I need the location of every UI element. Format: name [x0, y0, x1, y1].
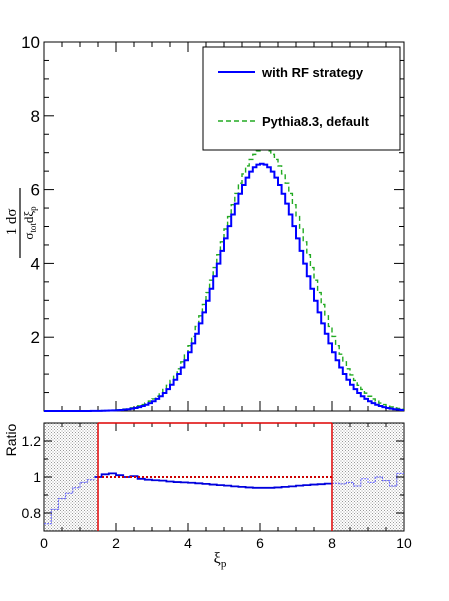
main-tick-labels: 2 4 6 8 10	[21, 33, 40, 347]
main-plot: 2 4 6 8 10 1 dσ σtotdξp with RF strategy Pyt…	[4, 33, 405, 412]
x-tick-label: 6	[256, 535, 264, 551]
legend: with RF strategy Pythia8.3, default	[202, 46, 401, 151]
ratio-y-tick-label: 0.8	[22, 505, 42, 521]
x-axis-label: ξp	[214, 550, 227, 570]
legend-label-rf: with RF strategy	[261, 65, 364, 80]
ratio-plot: 0.8 1 1.2 0 2 4 6 8 10 Ratio ξp	[3, 422, 412, 570]
main-y-tick-label: 8	[31, 107, 40, 126]
series-with-rf-strategy	[44, 162, 404, 412]
main-y-tick-label: 10	[21, 33, 40, 52]
main-y-tick-label: 4	[31, 254, 40, 273]
x-tick-label: 8	[328, 535, 336, 551]
ratio-line-outside-left	[44, 479, 95, 525]
main-y-tick-label: 2	[31, 328, 40, 347]
main-series	[44, 148, 404, 412]
ratio-tick-labels: 0.8 1 1.2 0 2 4 6 8 10	[22, 433, 412, 551]
main-ylabel-denominator: σtotdξp	[21, 206, 38, 240]
x-tick-label: 4	[184, 535, 192, 551]
ratio-line-outside-right	[332, 472, 404, 487]
x-tick-label: 10	[396, 535, 412, 551]
series-pythia-default	[44, 148, 404, 412]
ratio-guides	[97, 422, 333, 531]
ratio-y-tick-label: 1.2	[22, 433, 42, 449]
x-tick-label: 2	[112, 535, 120, 551]
ratio-shaded-left	[44, 423, 98, 531]
main-y-tick-label: 6	[31, 181, 40, 200]
ratio-y-tick-label: 1	[33, 469, 41, 485]
x-tick-label: 0	[40, 535, 48, 551]
main-ylabel: 1 dσ σtotdξp	[4, 188, 38, 258]
ratio-shaded-right	[332, 423, 404, 531]
ratio-ylabel: Ratio	[3, 423, 19, 456]
legend-box	[202, 46, 401, 151]
ratio-line	[94, 472, 332, 489]
main-ylabel-numerator: 1 dσ	[4, 209, 20, 236]
legend-label-pythia: Pythia8.3, default	[262, 114, 370, 129]
